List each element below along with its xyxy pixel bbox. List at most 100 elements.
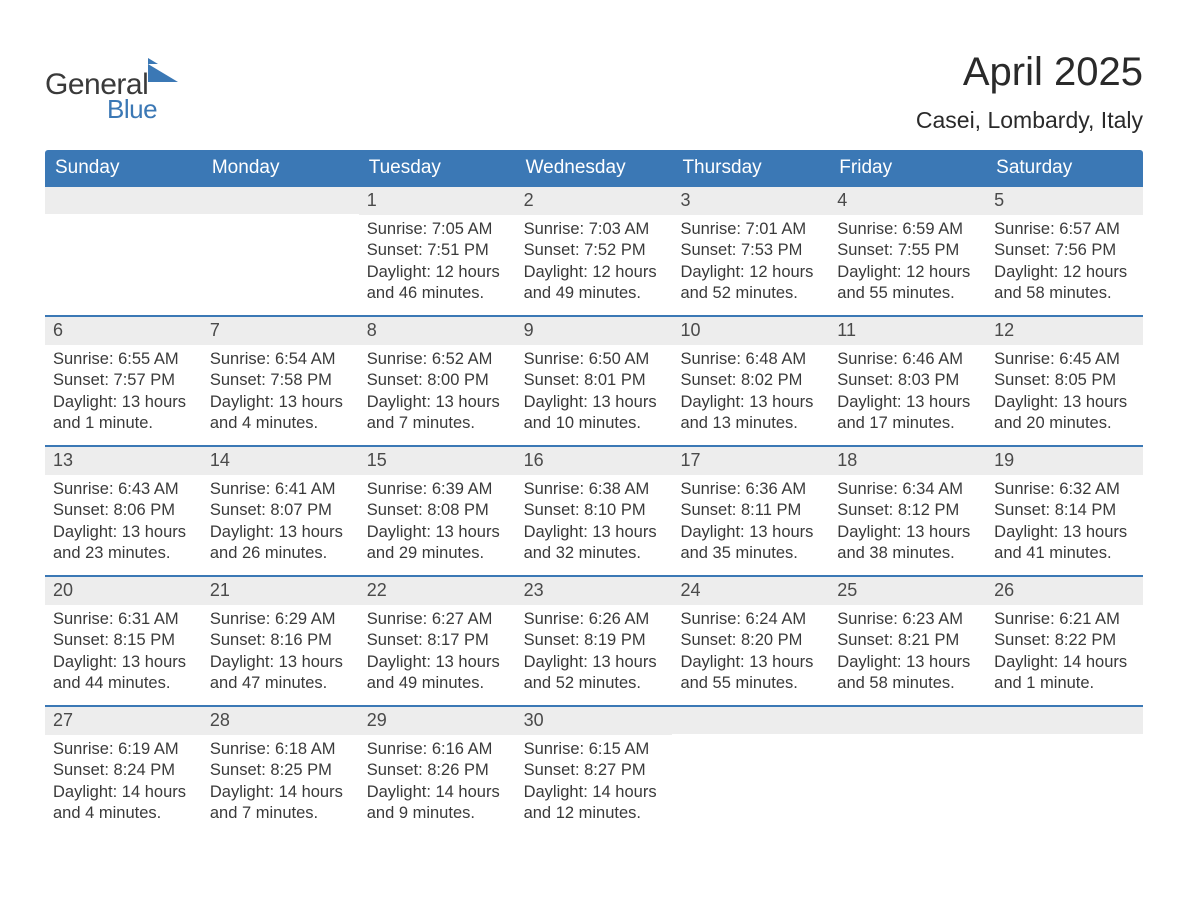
calendar-cell: 14 Sunrise: 6:41 AMSunset: 8:07 PMDayligh…	[202, 447, 359, 575]
daylight-line: and 47 minutes.	[210, 673, 351, 694]
calendar-cell: 3 Sunrise: 7:01 AMSunset: 7:53 PMDaylight…	[672, 187, 829, 315]
day-number: 15	[367, 450, 387, 470]
daylight-line: Daylight: 12 hours	[367, 262, 508, 283]
daynum-row: 4	[829, 187, 986, 215]
daylight-line: and 55 minutes.	[680, 673, 821, 694]
daylight-line: and 9 minutes.	[367, 803, 508, 824]
day-number: 4	[837, 190, 847, 210]
cell-body: Sunrise: 7:03 AMSunset: 7:52 PMDaylight:…	[516, 215, 673, 313]
calendar-cell	[45, 187, 202, 315]
sunrise-line: Sunrise: 6:29 AM	[210, 609, 351, 630]
day-number: 3	[680, 190, 690, 210]
day-number: 19	[994, 450, 1014, 470]
cell-body: Sunrise: 6:45 AMSunset: 8:05 PMDaylight:…	[986, 345, 1143, 443]
sunrise-line: Sunrise: 6:23 AM	[837, 609, 978, 630]
day-number: 11	[837, 320, 856, 340]
sunrise-line: Sunrise: 6:48 AM	[680, 349, 821, 370]
daynum-row	[829, 707, 986, 734]
daynum-row: 1	[359, 187, 516, 215]
sunrise-line: Sunrise: 6:50 AM	[524, 349, 665, 370]
sunset-line: Sunset: 8:27 PM	[524, 760, 665, 781]
daylight-line: Daylight: 13 hours	[210, 522, 351, 543]
daylight-line: Daylight: 13 hours	[837, 652, 978, 673]
day-number: 2	[524, 190, 534, 210]
calendar-cell: 20Sunrise: 6:31 AMSunset: 8:15 PMDayligh…	[45, 577, 202, 705]
calendar-cell: 21Sunrise: 6:29 AMSunset: 8:16 PMDayligh…	[202, 577, 359, 705]
daylight-line: Daylight: 13 hours	[53, 392, 194, 413]
cell-body: Sunrise: 6:46 AMSunset: 8:03 PMDaylight:…	[829, 345, 986, 443]
cell-body: Sunrise: 6:54 AMSunset: 7:58 PMDaylight:…	[202, 345, 359, 443]
sunset-line: Sunset: 7:57 PM	[53, 370, 194, 391]
sunrise-line: Sunrise: 6:41 AM	[210, 479, 351, 500]
daynum-row: 2	[516, 187, 673, 215]
daylight-line: Daylight: 12 hours	[680, 262, 821, 283]
daylight-line: and 58 minutes.	[837, 673, 978, 694]
cell-body: Sunrise: 6:38 AMSunset: 8:10 PMDaylight:…	[516, 475, 673, 573]
daylight-line: and 4 minutes.	[210, 413, 351, 434]
calendar-cell: 17Sunrise: 6:36 AMSunset: 8:11 PMDayligh…	[672, 447, 829, 575]
sunset-line: Sunset: 8:14 PM	[994, 500, 1135, 521]
day-header-row: Sunday Monday Tuesday Wednesday Thursday…	[45, 150, 1143, 187]
cell-body: Sunrise: 6:32 AMSunset: 8:14 PMDaylight:…	[986, 475, 1143, 573]
header: General Blue April 2025 Casei, Lombardy,…	[45, 50, 1143, 134]
sunrise-line: Sunrise: 6:32 AM	[994, 479, 1135, 500]
cell-body: Sunrise: 6:24 AMSunset: 8:20 PMDaylight:…	[672, 605, 829, 703]
daynum-row: 8	[359, 317, 516, 345]
daylight-line: and 49 minutes.	[367, 673, 508, 694]
dayhead-saturday: Saturday	[986, 150, 1143, 187]
weeks-container: 1Sunrise: 7:05 AMSunset: 7:51 PMDaylight…	[45, 187, 1143, 835]
daynum-row	[986, 707, 1143, 734]
day-number: 24	[680, 580, 700, 600]
day-number: 6	[53, 320, 63, 340]
daynum-row: 5	[986, 187, 1143, 215]
cell-body: Sunrise: 7:05 AMSunset: 7:51 PMDaylight:…	[359, 215, 516, 313]
page-subtitle: Casei, Lombardy, Italy	[916, 107, 1143, 134]
sunrise-line: Sunrise: 6:24 AM	[680, 609, 821, 630]
daynum-row: 12	[986, 317, 1143, 345]
calendar: Sunday Monday Tuesday Wednesday Thursday…	[45, 150, 1143, 835]
calendar-cell: 5Sunrise: 6:57 AMSunset: 7:56 PMDaylight…	[986, 187, 1143, 315]
day-number: 23	[524, 580, 544, 600]
calendar-cell: 19 Sunrise: 6:32 AMSunset: 8:14 PMDayligh…	[986, 447, 1143, 575]
daylight-line: Daylight: 12 hours	[994, 262, 1135, 283]
day-number: 26	[994, 580, 1014, 600]
dayhead-tuesday: Tuesday	[359, 150, 516, 187]
sunrise-line: Sunrise: 6:18 AM	[210, 739, 351, 760]
daynum-row: 14	[202, 447, 359, 475]
daynum-row: 30	[516, 707, 673, 735]
sunset-line: Sunset: 8:08 PM	[367, 500, 508, 521]
daynum-row	[45, 187, 202, 214]
cell-body: Sunrise: 6:18 AMSunset: 8:25 PMDaylight:…	[202, 735, 359, 833]
daylight-line: and 7 minutes.	[367, 413, 508, 434]
daynum-row: 20	[45, 577, 202, 605]
daylight-line: Daylight: 13 hours	[837, 392, 978, 413]
calendar-cell: 7Sunrise: 6:54 AMSunset: 7:58 PMDaylight…	[202, 317, 359, 445]
day-number: 5	[994, 190, 1004, 210]
calendar-week: 1Sunrise: 7:05 AMSunset: 7:51 PMDaylight…	[45, 187, 1143, 315]
sunset-line: Sunset: 8:05 PM	[994, 370, 1135, 391]
sunset-line: Sunset: 8:15 PM	[53, 630, 194, 651]
sunset-line: Sunset: 8:07 PM	[210, 500, 351, 521]
daynum-row: 21	[202, 577, 359, 605]
daylight-line: Daylight: 14 hours	[367, 782, 508, 803]
cell-body: Sunrise: 7:01 AMSunset: 7:53 PMDaylight:…	[672, 215, 829, 313]
sunrise-line: Sunrise: 6:39 AM	[367, 479, 508, 500]
daynum-row: 19	[986, 447, 1143, 475]
sunset-line: Sunset: 8:12 PM	[837, 500, 978, 521]
sunrise-line: Sunrise: 6:55 AM	[53, 349, 194, 370]
daynum-row: 13	[45, 447, 202, 475]
calendar-cell	[202, 187, 359, 315]
day-number: 9	[524, 320, 534, 340]
daynum-row: 16	[516, 447, 673, 475]
sunset-line: Sunset: 8:03 PM	[837, 370, 978, 391]
sunrise-line: Sunrise: 6:31 AM	[53, 609, 194, 630]
cell-body: Sunrise: 6:55 AMSunset: 7:57 PMDaylight:…	[45, 345, 202, 443]
daynum-row: 25	[829, 577, 986, 605]
cell-body: Sunrise: 6:27 AMSunset: 8:17 PMDaylight:…	[359, 605, 516, 703]
daylight-line: Daylight: 13 hours	[53, 522, 194, 543]
sunset-line: Sunset: 8:16 PM	[210, 630, 351, 651]
dayhead-friday: Friday	[829, 150, 986, 187]
cell-body: Sunrise: 6:29 AMSunset: 8:16 PMDaylight:…	[202, 605, 359, 703]
logo: General Blue	[45, 50, 178, 125]
daylight-line: and 52 minutes.	[680, 283, 821, 304]
